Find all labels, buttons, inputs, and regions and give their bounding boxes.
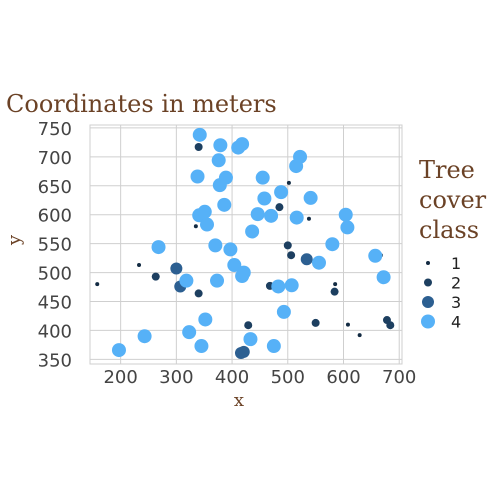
y-tick-label: 350 (38, 350, 72, 371)
data-point-class-4 (290, 211, 304, 225)
data-point-class-2 (386, 321, 394, 329)
data-point-class-4 (237, 266, 251, 280)
chart-title: Coordinates in meters (6, 90, 277, 118)
y-tick-label: 650 (38, 177, 72, 198)
data-point-class-2 (284, 241, 292, 249)
data-point-class-4 (257, 191, 271, 205)
data-point-class-4 (200, 218, 214, 232)
data-point-class-3 (238, 346, 250, 358)
data-point-class-1 (137, 263, 141, 267)
data-point-class-4 (179, 274, 193, 288)
data-point-class-4 (368, 249, 382, 263)
legend-key-class-4 (421, 315, 435, 329)
data-point-class-4 (271, 279, 285, 293)
x-tick-label: 300 (159, 367, 193, 388)
data-point-class-4 (264, 209, 278, 223)
data-point-class-4 (251, 207, 265, 221)
data-point-class-3 (301, 253, 313, 265)
legend-key-class-3 (422, 296, 434, 308)
legend-label-class-2: 2 (451, 274, 461, 293)
data-point-class-4 (210, 274, 224, 288)
data-point-class-2 (152, 273, 160, 281)
data-point-class-4 (304, 191, 318, 205)
data-point-class-4 (293, 150, 307, 164)
data-point-class-2 (287, 251, 295, 259)
data-point-class-4 (219, 171, 233, 185)
y-tick-label: 600 (38, 206, 72, 227)
data-point-class-4 (312, 256, 326, 270)
data-point-class-4 (274, 185, 288, 199)
data-point-class-4 (208, 238, 222, 252)
data-point-class-1 (194, 224, 198, 228)
data-point-class-2 (195, 289, 203, 297)
data-point-class-4 (198, 205, 212, 219)
data-point-class-4 (267, 339, 281, 353)
data-point-class-4 (191, 170, 205, 184)
y-tick-label: 500 (38, 264, 72, 285)
x-tick-label: 600 (326, 367, 360, 388)
data-point-class-4 (285, 278, 299, 292)
data-point-class-4 (243, 332, 257, 346)
data-point-class-4 (277, 305, 291, 319)
x-tick-label: 400 (215, 367, 249, 388)
data-point-class-4 (212, 153, 226, 167)
legend-key-class-1 (426, 261, 430, 265)
y-tick-label: 550 (38, 235, 72, 256)
legend-title-line-3: class (419, 216, 479, 244)
data-point-class-1 (287, 181, 291, 185)
legend-label-class-1: 1 (451, 254, 461, 273)
legend-label-class-4: 4 (451, 313, 461, 332)
data-point-class-2 (275, 203, 283, 211)
x-tick-labels: 200 300 400 500 600 700 (103, 367, 416, 388)
data-point-class-4 (325, 237, 339, 251)
legend-label-class-3: 3 (451, 293, 461, 312)
data-point-class-2 (244, 321, 252, 329)
data-point-class-4 (152, 240, 166, 254)
data-point-class-2 (195, 143, 203, 151)
legend-key-class-2 (424, 279, 432, 287)
data-point-class-4 (198, 312, 212, 326)
data-point-class-4 (245, 224, 259, 238)
data-point-class-1 (358, 333, 362, 337)
data-point-class-1 (307, 217, 311, 221)
y-tick-label: 750 (38, 119, 72, 140)
data-point-class-1 (346, 323, 350, 327)
x-tick-label: 500 (271, 367, 305, 388)
data-point-class-2 (312, 319, 320, 327)
data-point-class-4 (138, 329, 152, 343)
x-tick-label: 700 (382, 367, 416, 388)
data-point-class-2 (331, 288, 339, 296)
data-point-class-4 (340, 220, 354, 234)
y-tick-label: 700 (38, 148, 72, 169)
x-tick-label: 200 (103, 367, 137, 388)
data-point-class-4 (182, 325, 196, 339)
data-point-class-4 (377, 270, 391, 284)
data-point-class-4 (223, 242, 237, 256)
legend-title-line-1: Tree (419, 156, 475, 184)
data-point-class-4 (193, 128, 207, 142)
x-axis-title: x (234, 390, 244, 411)
data-point-class-4 (217, 198, 231, 212)
data-point-class-4 (256, 171, 270, 185)
data-point-class-4 (213, 138, 227, 152)
data-point-class-4 (194, 339, 208, 353)
data-point-class-4 (112, 343, 126, 357)
legend-title-line-2: cover (419, 186, 487, 214)
data-point-class-4 (339, 208, 353, 222)
y-tick-labels: 350 400 450 500 550 600 650 700 750 (38, 119, 72, 371)
y-tick-label: 400 (38, 321, 72, 342)
y-axis-title: y (4, 234, 25, 246)
data-point-class-4 (235, 137, 249, 151)
data-point-class-3 (170, 263, 182, 275)
data-point-class-1 (333, 282, 337, 286)
data-point-class-1 (95, 282, 99, 286)
y-tick-label: 450 (38, 293, 72, 314)
